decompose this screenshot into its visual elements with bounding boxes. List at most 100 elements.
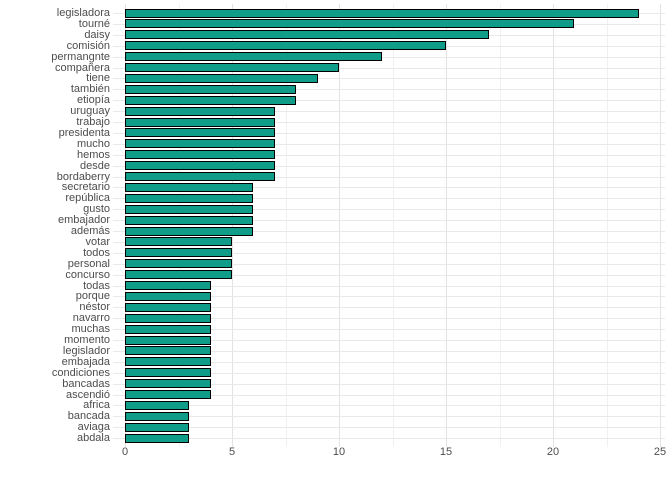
y-axis-label: bancadas [62, 377, 110, 390]
bar [125, 379, 211, 389]
y-axis-label: momento [64, 334, 110, 346]
x-axis-label: 15 [439, 446, 453, 458]
bar [125, 73, 318, 83]
y-gridline [113, 350, 665, 352]
x-axis-label: 0 [121, 446, 129, 458]
y-axis-label: concurso [65, 268, 110, 281]
x-axis-label: 10 [332, 446, 346, 458]
y-gridline [113, 394, 665, 396]
bar [125, 422, 190, 432]
y-axis-label: todas [83, 279, 110, 292]
y-gridline [113, 165, 665, 167]
x-gridline-major [339, 4, 340, 447]
bar [125, 291, 211, 301]
y-gridline [113, 252, 665, 254]
y-gridline [113, 154, 665, 156]
y-axis-label: abdala [76, 432, 110, 445]
bar [125, 19, 575, 29]
y-axis-label: africa [83, 399, 110, 412]
bar [125, 346, 211, 356]
y-gridline [113, 274, 665, 276]
y-gridline [113, 405, 665, 407]
y-axis-label: gusto [83, 203, 110, 216]
bar [125, 433, 190, 443]
y-gridline [113, 438, 665, 440]
y-axis-label: desde [80, 159, 110, 172]
bar [125, 302, 211, 312]
y-axis-label: muchas [71, 323, 110, 336]
bar [125, 335, 211, 345]
y-axis-label: trabajo [76, 116, 110, 128]
y-axis-label: embajador [58, 214, 110, 227]
x-gridline-minor [392, 4, 394, 447]
y-axis-label: todos [83, 246, 110, 259]
y-axis-label: legisladora [56, 7, 110, 19]
y-gridline [113, 56, 665, 58]
y-gridline [113, 296, 665, 298]
y-axis-label: porque [75, 290, 110, 303]
y-gridline [113, 241, 665, 243]
y-gridline [113, 220, 665, 222]
bar [125, 84, 297, 94]
y-axis-label: aviaga [77, 421, 110, 434]
plot-panel [113, 4, 665, 447]
y-axis-label: compañera [54, 61, 110, 74]
x-gridline-minor [178, 4, 180, 447]
y-gridline [113, 143, 665, 145]
bar [125, 172, 275, 181]
bar [125, 41, 446, 51]
y-axis-label: etiopía [76, 94, 110, 107]
y-gridline [113, 285, 665, 287]
y-axis-label: legislador [62, 344, 110, 357]
y-gridline [113, 329, 665, 331]
x-gridline-minor [606, 4, 608, 447]
bar [125, 30, 489, 40]
y-axis-label: hemos [76, 148, 110, 161]
x-gridline-minor [499, 4, 501, 447]
bar [125, 368, 211, 378]
bar [125, 128, 275, 138]
y-gridline [113, 361, 665, 363]
y-gridline [113, 416, 665, 418]
bar [125, 215, 254, 225]
y-axis-label: permangnte [51, 50, 110, 63]
y-gridline [113, 122, 665, 123]
y-gridline [113, 89, 665, 91]
bar [125, 8, 639, 18]
x-gridline-major [125, 4, 126, 447]
x-gridline-major [232, 4, 233, 447]
y-axis-label: comisión [66, 39, 110, 52]
y-axis-label: tourné [78, 17, 110, 30]
bar [125, 182, 254, 192]
bar [125, 52, 382, 62]
y-gridline [113, 78, 665, 80]
y-axis-label: bancada [67, 410, 110, 423]
bar [125, 106, 275, 116]
y-gridline [113, 67, 665, 69]
bar [125, 161, 275, 171]
y-axis-label: mucho [76, 137, 110, 150]
x-gridline-major [660, 4, 661, 447]
y-axis-label: votar [85, 235, 110, 248]
y-axis-label: uruguay [70, 105, 110, 118]
bar [125, 226, 254, 236]
y-axis-label: república [65, 192, 110, 205]
x-axis-label: 20 [546, 446, 560, 458]
bar [125, 390, 211, 399]
y-gridline [113, 383, 665, 385]
y-axis: legisladora tourné daisy comisión permangnte… [0, 4, 110, 447]
y-gridline [113, 198, 665, 200]
y-axis-label: embajada [61, 355, 110, 368]
y-gridline [113, 111, 665, 113]
bar [125, 248, 232, 258]
bar [125, 400, 190, 410]
bar [125, 117, 275, 127]
y-axis-label: personal [67, 257, 110, 270]
y-axis-label: daisy [84, 28, 110, 41]
bar [125, 411, 190, 421]
x-gridline-minor [285, 4, 287, 447]
y-gridline [113, 318, 665, 320]
bar [125, 357, 211, 367]
y-axis-label: navarro [72, 312, 110, 325]
y-gridline [113, 340, 665, 341]
